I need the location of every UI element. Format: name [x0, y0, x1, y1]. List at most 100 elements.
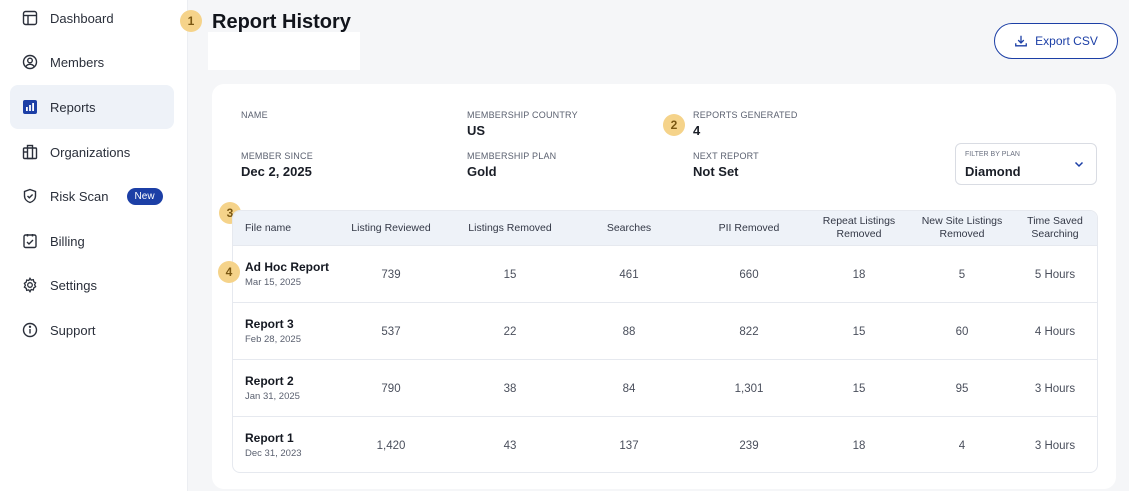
- report-table: File name Listing Reviewed Listings Remo…: [232, 210, 1098, 473]
- chevron-down-icon: [1073, 157, 1085, 169]
- col-pii-removed: PII Removed: [718, 221, 780, 234]
- step-marker-1: 1: [180, 10, 202, 32]
- searches-cell: 84: [622, 382, 636, 395]
- export-csv-button[interactable]: Export CSV: [994, 23, 1118, 59]
- repeat-listings-cell: 15: [852, 382, 866, 395]
- report-name[interactable]: Ad Hoc Report: [245, 260, 329, 274]
- sidebar-item-label: Dashboard: [50, 10, 114, 26]
- time-saved-cell: 5 Hours: [1034, 268, 1076, 281]
- col-listing-reviewed: Listing Reviewed: [351, 221, 431, 234]
- pii-removed-cell: 239: [739, 439, 759, 452]
- filter-by-plan-value: Diamond: [965, 164, 1021, 179]
- file-name-cell: Report 3 Feb 28, 2025: [245, 317, 301, 345]
- sidebar-item-label: Reports: [50, 99, 96, 115]
- report-date: Dec 31, 2023: [245, 448, 302, 459]
- name-label: NAME: [241, 110, 268, 120]
- new-site-listings-cell: 4: [958, 439, 966, 452]
- listings-removed-cell: 43: [503, 439, 517, 452]
- page-title: Report History: [212, 11, 351, 33]
- listings-removed-cell: 38: [503, 382, 517, 395]
- table-row[interactable]: Report 2 Jan 31, 2025 790 38 84 1,301 15…: [233, 359, 1097, 416]
- sidebar-item-support[interactable]: Support: [10, 308, 174, 352]
- membership-country-value: US: [467, 123, 486, 138]
- table-row[interactable]: Report 3 Feb 28, 2025 537 22 88 822 15 6…: [233, 302, 1097, 359]
- bar-chart-icon: [22, 99, 38, 115]
- file-name-cell: Ad Hoc Report Mar 15, 2025: [245, 260, 329, 288]
- sidebar-item-billing[interactable]: Billing: [10, 219, 174, 263]
- report-card: NAME MEMBERSHIP COUNTRY US 2 REPORTS GEN…: [212, 84, 1116, 489]
- filter-by-plan-label: FILTER BY PLAN: [965, 151, 1020, 158]
- new-badge: New: [126, 187, 163, 205]
- listing-reviewed-cell: 537: [381, 325, 401, 338]
- sidebar-item-reports[interactable]: Reports: [10, 85, 174, 129]
- dashboard-icon: [22, 10, 38, 26]
- sidebar: Dashboard Members Reports Organizations …: [0, 0, 188, 491]
- building-icon: [22, 144, 38, 160]
- membership-plan-label: MEMBERSHIP PLAN: [467, 151, 557, 161]
- download-icon: [1014, 34, 1028, 48]
- sidebar-item-organizations[interactable]: Organizations: [10, 130, 174, 174]
- sidebar-item-risk-scan[interactable]: Risk Scan New: [10, 174, 174, 218]
- repeat-listings-cell: 15: [852, 325, 866, 338]
- time-saved-cell: 4 Hours: [1034, 325, 1076, 338]
- col-repeat-listings-removed: Repeat Listings Removed: [822, 215, 896, 240]
- table-header: File name Listing Reviewed Listings Remo…: [233, 211, 1097, 245]
- col-searches: Searches: [606, 221, 652, 234]
- sidebar-item-members[interactable]: Members: [10, 40, 174, 84]
- searches-cell: 461: [619, 268, 639, 281]
- file-name-cell: Report 2 Jan 31, 2025: [245, 374, 300, 402]
- listings-removed-cell: 15: [503, 268, 517, 281]
- member-since-label: MEMBER SINCE: [241, 151, 313, 161]
- pii-removed-cell: 660: [739, 268, 759, 281]
- col-time-saved-searching: Time Saved Searching: [1027, 215, 1083, 240]
- info-icon: [22, 322, 38, 338]
- shield-check-icon: [22, 188, 38, 204]
- new-site-listings-cell: 60: [955, 325, 969, 338]
- clipboard-check-icon: [22, 233, 38, 249]
- subtitle-placeholder: [208, 32, 360, 70]
- searches-cell: 88: [622, 325, 636, 338]
- reports-generated-label: REPORTS GENERATED: [693, 110, 798, 120]
- time-saved-cell: 3 Hours: [1034, 439, 1076, 452]
- step-marker-2: 2: [663, 114, 685, 136]
- report-date: Mar 15, 2025: [245, 277, 301, 288]
- searches-cell: 137: [619, 439, 639, 452]
- col-file-name: File name: [245, 221, 292, 234]
- report-date: Jan 31, 2025: [245, 391, 300, 402]
- new-site-listings-cell: 5: [958, 268, 966, 281]
- export-csv-label: Export CSV: [1035, 34, 1098, 48]
- reports-generated-value: 4: [693, 123, 701, 138]
- sidebar-item-label: Organizations: [50, 144, 131, 160]
- report-date: Feb 28, 2025: [245, 334, 301, 345]
- sidebar-item-dashboard[interactable]: Dashboard: [10, 0, 174, 40]
- report-name[interactable]: Report 3: [245, 317, 294, 331]
- table-row[interactable]: Ad Hoc Report Mar 15, 2025 739 15 461 66…: [233, 245, 1097, 302]
- user-circle-icon: [22, 54, 38, 70]
- step-marker-4: 4: [218, 261, 240, 283]
- sidebar-item-label: Risk Scan: [50, 188, 109, 204]
- sidebar-item-label: Support: [50, 322, 96, 338]
- gear-icon: [22, 277, 38, 293]
- report-name[interactable]: Report 1: [245, 431, 294, 445]
- member-since-value: Dec 2, 2025: [241, 164, 312, 179]
- sidebar-item-settings[interactable]: Settings: [10, 263, 174, 307]
- pii-removed-cell: 1,301: [734, 382, 764, 395]
- pii-removed-cell: 822: [739, 325, 759, 338]
- table-row[interactable]: Report 1 Dec 31, 2023 1,420 43 137 239 1…: [233, 416, 1097, 472]
- sidebar-item-label: Billing: [50, 233, 85, 249]
- time-saved-cell: 3 Hours: [1034, 382, 1076, 395]
- sidebar-item-label: Members: [50, 54, 105, 70]
- file-name-cell: Report 1 Dec 31, 2023: [245, 431, 302, 459]
- listing-reviewed-cell: 739: [381, 268, 401, 281]
- listing-reviewed-cell: 1,420: [376, 439, 406, 452]
- listings-removed-cell: 22: [503, 325, 517, 338]
- filter-by-plan-select[interactable]: FILTER BY PLAN Diamond: [955, 143, 1097, 185]
- report-name[interactable]: Report 2: [245, 374, 294, 388]
- listing-reviewed-cell: 790: [381, 382, 401, 395]
- next-report-label: NEXT REPORT: [693, 151, 759, 161]
- col-new-site-listings-removed: New Site Listings Removed: [921, 215, 1003, 240]
- repeat-listings-cell: 18: [852, 439, 866, 452]
- sidebar-item-label: Settings: [50, 277, 97, 293]
- repeat-listings-cell: 18: [852, 268, 866, 281]
- col-listings-removed: Listings Removed: [468, 221, 552, 234]
